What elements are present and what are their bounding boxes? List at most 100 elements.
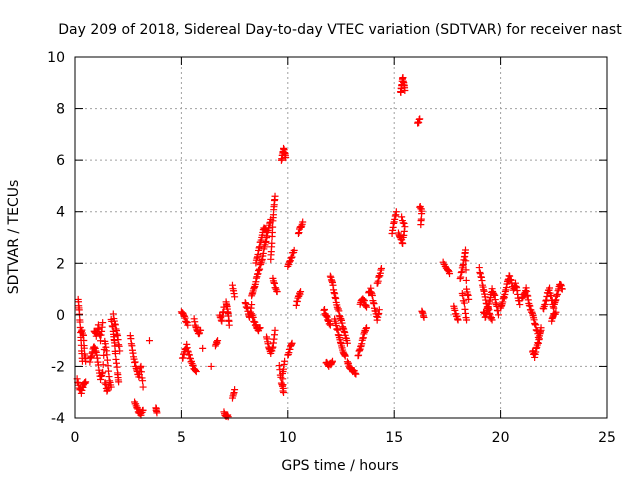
data-point [454, 316, 462, 324]
data-point [282, 154, 290, 162]
data-point [225, 321, 233, 329]
data-point [341, 352, 349, 360]
y-tick-label: 8 [56, 102, 65, 118]
data-point [363, 324, 371, 332]
y-tick-label: 10 [47, 50, 65, 66]
data-point [139, 406, 147, 414]
tick-labels: 0 5 10 15 20 25 -4 -2 0 2 4 6 8 10 [47, 50, 616, 446]
data-point [82, 357, 90, 365]
y-tick-label: 4 [56, 205, 65, 221]
axis-ticks [74, 56, 608, 419]
data-point [494, 311, 502, 319]
data-point [401, 223, 409, 231]
data-point [552, 308, 560, 316]
data-point [207, 362, 215, 370]
data-point [446, 270, 454, 278]
y-tick-label: -4 [51, 411, 65, 427]
data-point [398, 213, 406, 221]
data-point [392, 208, 400, 216]
data-point [139, 383, 147, 391]
data-point [465, 295, 473, 303]
x-tick-label: 20 [492, 430, 510, 446]
data-point [248, 301, 256, 309]
x-tick-label: 25 [598, 430, 616, 446]
data-point [256, 324, 264, 332]
data-point [99, 361, 107, 369]
data-point [111, 350, 119, 358]
data-point [297, 288, 305, 296]
data-point [463, 316, 471, 324]
y-tick-label: -2 [51, 359, 65, 375]
data-point [288, 339, 296, 347]
data-point [231, 293, 239, 301]
data-point [76, 310, 84, 318]
data-point [197, 326, 205, 334]
data-points [73, 74, 566, 421]
data-point [352, 370, 360, 378]
data-point [153, 409, 161, 417]
data-point [460, 299, 468, 307]
data-point [299, 218, 307, 226]
data-point [420, 313, 428, 321]
data-point [116, 347, 124, 355]
data-point [105, 383, 113, 391]
data-point [343, 339, 351, 347]
data-point [139, 377, 147, 385]
data-point [461, 246, 469, 254]
data-point [273, 288, 281, 296]
data-point [375, 306, 383, 314]
data-point [281, 357, 289, 365]
data-point [214, 337, 222, 345]
x-tick-label: 10 [279, 430, 297, 446]
plot-frame [74, 56, 608, 419]
y-axis-label: SDTVAR / TECUs [6, 180, 22, 295]
y-tick-label: 0 [56, 308, 65, 324]
data-point [401, 87, 409, 95]
data-point [462, 276, 470, 284]
data-point [363, 303, 371, 311]
y-tick-label: 2 [56, 256, 65, 272]
data-point [271, 192, 279, 200]
data-point [199, 344, 207, 352]
grid-lines [75, 57, 607, 418]
data-point [145, 337, 153, 345]
data-point [115, 378, 123, 386]
data-point [516, 301, 524, 309]
data-point [558, 285, 566, 293]
data-point [326, 321, 334, 329]
data-point [191, 367, 199, 375]
data-point [99, 319, 107, 327]
data-point [537, 324, 545, 332]
data-point [377, 264, 385, 272]
data-point [82, 378, 90, 386]
x-tick-label: 0 [71, 430, 80, 446]
data-point [189, 361, 197, 369]
data-point [184, 321, 192, 329]
data-point [328, 357, 336, 365]
data-point [192, 368, 200, 376]
y-tick-label: 6 [56, 153, 65, 169]
x-tick-label: 5 [177, 430, 186, 446]
data-point [488, 316, 496, 324]
data-point [416, 115, 424, 123]
data-point [462, 257, 470, 265]
data-point [399, 240, 407, 248]
data-point [224, 413, 232, 421]
data-point [271, 326, 279, 334]
data-point [462, 266, 470, 274]
data-point [138, 368, 145, 376]
x-tick-label: 15 [385, 430, 403, 446]
data-point [269, 223, 277, 231]
data-point [99, 368, 107, 376]
data-point [279, 381, 287, 389]
data-point [263, 228, 271, 236]
data-point [268, 239, 276, 247]
data-point [231, 386, 239, 394]
data-point [417, 221, 425, 229]
chart-title: Day 209 of 2018, Sidereal Day-to-day VTE… [58, 22, 622, 38]
data-point [290, 246, 298, 254]
x-axis-label: GPS time / hours [281, 458, 398, 474]
data-point [398, 217, 406, 225]
